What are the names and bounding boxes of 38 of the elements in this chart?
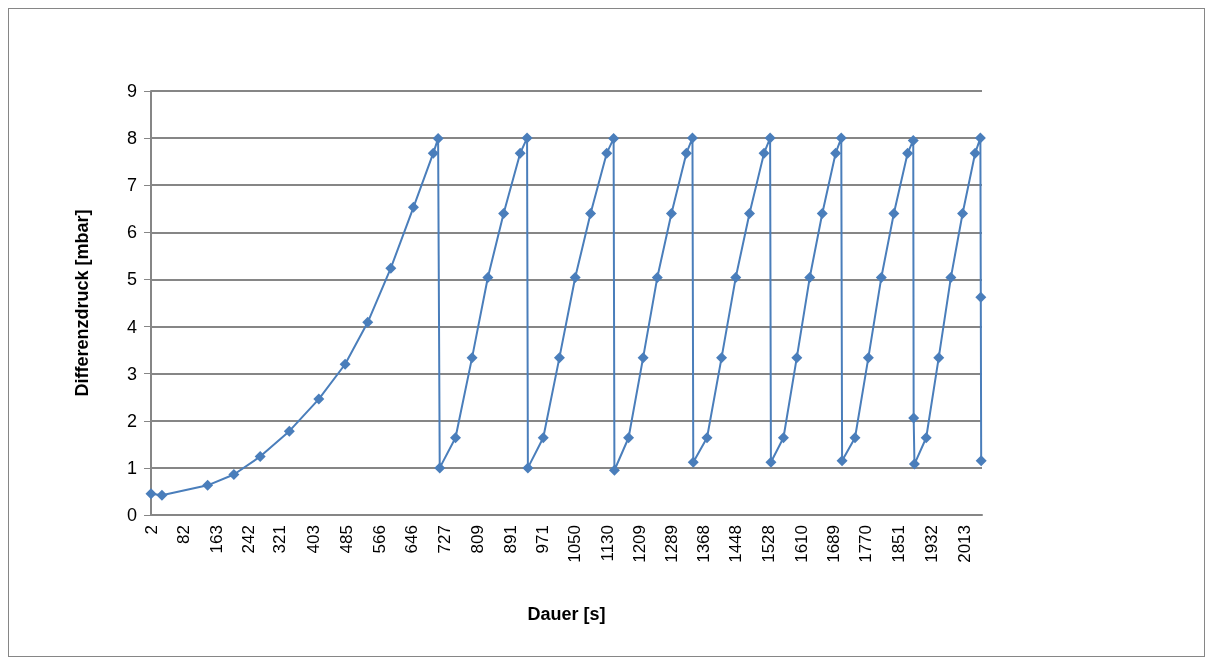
x-tick-label: 1209: [629, 525, 649, 563]
x-tick-label: 2013: [954, 525, 974, 563]
x-tick-label: 1050: [565, 525, 585, 563]
x-tick-label: 163: [206, 525, 226, 554]
y-tick-label: 7: [126, 175, 137, 196]
x-tick-label: 1289: [661, 525, 681, 563]
y-tick-label: 1: [126, 457, 137, 478]
x-tick-label: 1932: [921, 525, 941, 563]
y-axis-title: Differenzdruck [mbar]: [72, 209, 92, 397]
y-tick-label: 4: [126, 316, 137, 337]
x-tick-label: 485: [336, 525, 356, 554]
x-tick-label: 1130: [597, 525, 617, 562]
y-tick-label: 9: [126, 81, 137, 101]
y-tick-label: 5: [126, 269, 137, 290]
x-tick-label: 1610: [791, 525, 811, 563]
x-tick-label: 1368: [693, 525, 713, 563]
x-tick-label: 1528: [758, 525, 778, 563]
x-tick-label: 403: [303, 525, 323, 554]
x-tick-label: 1448: [726, 525, 746, 563]
y-tick-label: 3: [126, 363, 137, 384]
x-tick-label: 566: [369, 525, 389, 554]
y-tick-label: 8: [126, 128, 137, 149]
x-tick-label: 82: [173, 525, 193, 544]
x-tick-label: 1689: [823, 525, 843, 563]
x-tick-label: 809: [467, 525, 487, 554]
x-tick-label: 646: [401, 525, 421, 554]
x-tick-label: 242: [238, 525, 258, 554]
x-tick-label: 2: [141, 525, 161, 535]
y-tick-label: 0: [126, 505, 137, 525]
y-tick-label: 6: [126, 222, 137, 243]
x-tick-label: 971: [533, 525, 553, 554]
x-tick-label: 1770: [856, 525, 876, 563]
x-tick-label: 727: [434, 525, 454, 554]
x-tick-label: 321: [270, 525, 290, 554]
x-tick-label: 891: [500, 525, 520, 554]
x-tick-label: 1851: [889, 525, 909, 563]
x-axis-title: Dauer [s]: [527, 604, 606, 624]
y-tick-label: 2: [126, 410, 137, 431]
